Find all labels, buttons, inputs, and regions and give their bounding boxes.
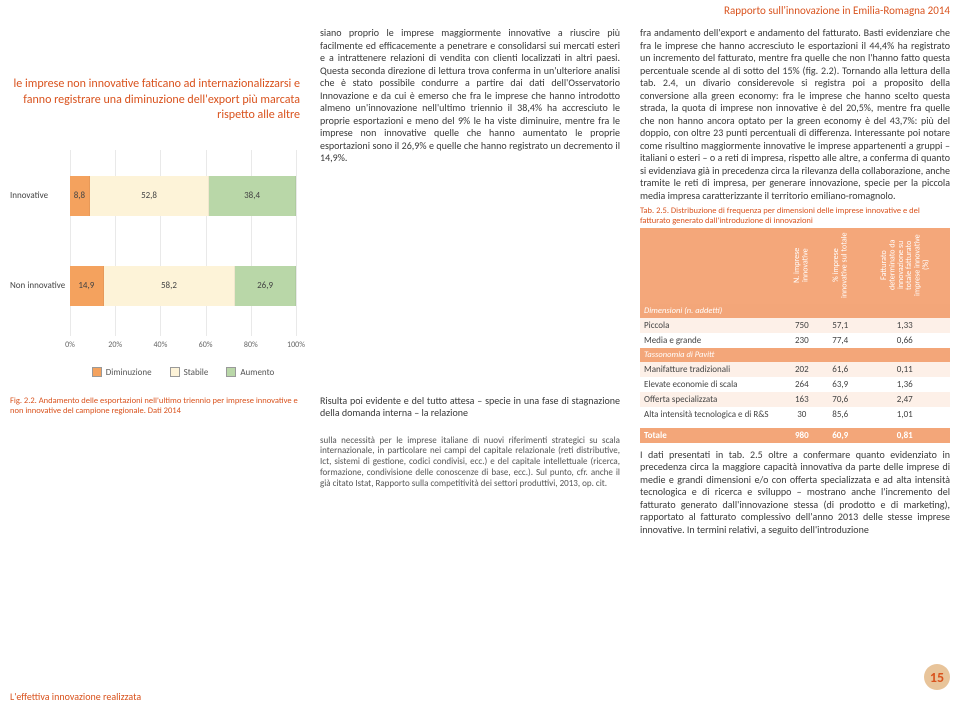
right-column: fra andamento dell'export e andamento de… xyxy=(630,19,960,715)
figure-caption: Fig. 2.2. Andamento delle esportazioni n… xyxy=(10,396,300,416)
pull-quote: le imprese non innovative faticano ad in… xyxy=(10,77,300,124)
chart-bar-row: Non innovative14,958,226,9 xyxy=(70,266,296,306)
mid-footnote: sulla necessità per le imprese italiane … xyxy=(320,430,620,490)
table-caption: Tab. 2.5. Distribuzione di frequenza per… xyxy=(640,206,950,226)
middle-column: siano proprio le imprese maggiormente in… xyxy=(310,19,630,715)
page-layout: le imprese non innovative faticano ad in… xyxy=(0,19,960,715)
mid-paragraph: siano proprio le imprese maggiormente in… xyxy=(320,27,620,165)
export-chart: Innovative8,852,838,4 Non innovative14,95… xyxy=(10,142,300,392)
mid-paragraph-2: Risulta poi evidente e del tutto attesa … xyxy=(320,395,620,420)
data-table: N. imprese innovative% imprese innovativ… xyxy=(640,228,950,442)
page-number: 15 xyxy=(924,664,950,690)
section-footer: L'effettiva innovazione realizzata xyxy=(10,690,300,707)
chart-bar-row: Innovative8,852,838,4 xyxy=(70,176,296,216)
left-column: le imprese non innovative faticano ad in… xyxy=(0,19,310,715)
right-paragraph-2: I dati presentati in tab. 2.5 oltre a co… xyxy=(640,449,950,537)
right-paragraph: fra andamento dell'export e andamento de… xyxy=(640,27,950,202)
report-title: Rapporto sull'innovazione in Emilia-Roma… xyxy=(0,0,960,19)
